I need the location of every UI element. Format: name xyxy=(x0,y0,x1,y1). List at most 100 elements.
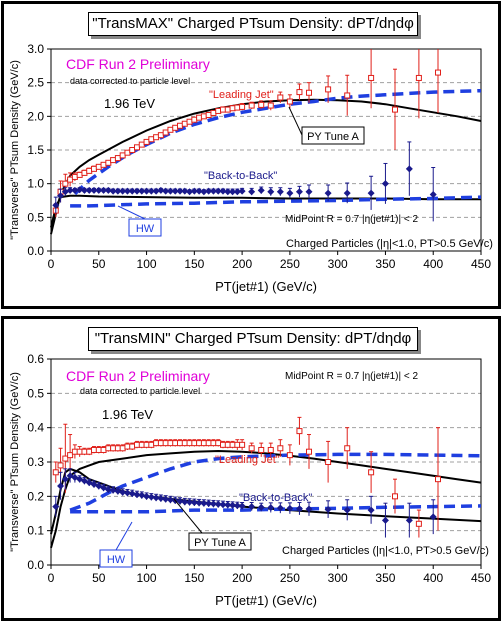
transmax-leadingjet-point xyxy=(95,163,102,170)
transmax-backtoback-point xyxy=(238,187,246,195)
transmin-backtoback-point xyxy=(286,504,294,512)
transmax-leadingjet-point xyxy=(191,116,198,123)
transmax-leadingjet-point xyxy=(110,157,117,164)
transmax-backtoback-point xyxy=(80,186,88,194)
transmin-leadingjet-point xyxy=(210,440,217,447)
transmin-leadingjet-point xyxy=(162,440,169,447)
transmin-leadingjet-point xyxy=(110,445,117,452)
transmin-backtoback-point xyxy=(61,475,69,483)
transmax-xtick-label: 50 xyxy=(92,257,106,271)
transmin-leadingjet-point xyxy=(129,443,136,450)
transmax-backtoback-point xyxy=(157,186,165,194)
transmax-hw-label-box xyxy=(128,218,162,237)
transmin-backtoback-point xyxy=(76,475,84,483)
transmin-leadingjet-point xyxy=(86,448,93,455)
transmin-backtoback-point xyxy=(104,485,112,493)
transmin-leadingjet-point xyxy=(325,459,332,465)
transmin-curve-hw xyxy=(69,452,482,512)
transmax-leadingjet-point xyxy=(277,94,284,101)
transmax-hw-label-arrow xyxy=(117,205,146,220)
transmin-backtoback-point xyxy=(152,494,160,502)
transmax-leadingjet-point xyxy=(258,101,265,108)
transmin-backtoback-point xyxy=(238,502,246,510)
transmin-leadingjet-point xyxy=(57,462,64,469)
transmin-curve-hw xyxy=(70,504,482,514)
transmax-backtoback-point xyxy=(190,187,198,195)
transmax-xtick-label: 200 xyxy=(232,257,252,271)
transmin-backtoback-point xyxy=(367,506,375,514)
transmin-leadingjet-point xyxy=(344,445,351,452)
transmax-leadingjet-point xyxy=(153,134,160,141)
transmax-leadingjet-point xyxy=(186,118,193,125)
transmax-leadingjet-point xyxy=(129,147,136,153)
transmax-xtick-label: 150 xyxy=(184,257,204,271)
transmax-ytick-label: 1.0 xyxy=(27,177,44,191)
transmin-leadingjet-point xyxy=(435,476,441,483)
transmax-backtoback-point xyxy=(367,189,375,197)
transmin-leadingjet-point xyxy=(205,440,212,447)
transmax-leadingjet-point xyxy=(248,102,255,109)
transmax-annot-run: CDF Run 2 Preliminary xyxy=(66,56,210,72)
transmax-xtick-label: 0 xyxy=(48,257,55,271)
transmax-backtoback-point xyxy=(119,187,127,195)
transmin-ytick-label: 0.4 xyxy=(27,421,44,435)
transmin-backtoback-point xyxy=(57,482,65,490)
transmax-xtick-label: 400 xyxy=(423,257,443,271)
transmin-backtoback-point xyxy=(229,501,237,509)
transmax-annot-mp: MidPoint R = 0.7 |η(jet#1)| < 2 xyxy=(285,214,418,225)
transmin-leadingjet-point xyxy=(91,446,97,453)
transmin-x-axis-label: PT(jet#1) (GeV/c) xyxy=(215,593,317,608)
transmax-leadingjet-point xyxy=(325,86,332,93)
transmax-leadingjet-point xyxy=(229,105,236,112)
transmin-xtick-label: 200 xyxy=(232,571,252,585)
transmin-xtick-label: 50 xyxy=(92,571,106,585)
transmax-backtoback-point xyxy=(295,188,303,196)
transmax-curve-hw xyxy=(70,195,482,208)
transmin-pythia-label: PY Tune A xyxy=(194,537,246,549)
transmax-backtoback-point xyxy=(286,189,294,197)
transmax-backtoback-point xyxy=(214,187,222,195)
transmax-backtoback-point xyxy=(324,189,332,197)
transmin-backtoback-point xyxy=(224,501,232,509)
transmin-leadingjet-point xyxy=(286,452,293,459)
transmin-leadingjet-point xyxy=(248,445,255,452)
transmin-y-axis-label: "Transverse" PTsum Density (GeV/c) xyxy=(9,372,21,552)
transmin-leadingjet-point xyxy=(114,445,121,452)
transmin-pythia-label-box xyxy=(188,532,252,551)
transmin-leadingjet-point xyxy=(181,440,188,447)
transmin-backtoback-point xyxy=(143,492,151,500)
transmin-backtoback-point xyxy=(181,498,189,506)
transmax-backtoback-point xyxy=(305,188,313,196)
transmin-backtoback-point xyxy=(186,498,194,506)
transmax-backtoback-point xyxy=(186,188,194,196)
transmin-backtoback-point xyxy=(324,505,332,513)
transmin-backtoback-point xyxy=(405,516,413,524)
transmin-leadingjet-point xyxy=(267,446,274,453)
transmax-leadingjet-point xyxy=(220,106,226,113)
transmin-backtoback-point xyxy=(205,500,213,508)
transmin-backtoback-point xyxy=(109,486,117,494)
transmax-leadingjet-point xyxy=(100,161,107,168)
transmax-chart-panel: "TransMAX" Charged PTsum Density: dPT/dη… xyxy=(1,1,501,309)
transmax-leadingjet-point xyxy=(435,69,441,76)
transmax-leadingjet-point xyxy=(124,149,131,156)
transmax-xtick-label: 350 xyxy=(375,257,395,271)
transmin-hw-label-arrow xyxy=(115,521,133,551)
transmin-ytick-label: 0.5 xyxy=(27,386,44,400)
transmax-leadingjet-point xyxy=(91,165,97,172)
transmin-ytick-label: 0.3 xyxy=(27,455,44,469)
transmin-backtoback-point xyxy=(138,491,146,499)
transmin-ytick-label: 0.2 xyxy=(27,489,44,503)
transmin-leadingjet-point xyxy=(62,455,69,462)
transmax-leadingjet-point xyxy=(344,92,351,99)
transmin-leadingjet-point xyxy=(234,441,241,448)
transmin-leadingjet-point xyxy=(67,452,74,459)
transmax-backtoback-point xyxy=(123,187,131,195)
transmin-leadingjet-point xyxy=(258,446,265,453)
transmin-leadingjet-point xyxy=(105,445,112,452)
transmax-leadingjet-point xyxy=(81,169,88,176)
transmax-backtoback-point xyxy=(200,188,208,196)
transmax-hw-label: HW xyxy=(136,223,155,235)
transmax-backtoback-point xyxy=(205,187,213,195)
transmin-backtoback-point xyxy=(162,495,170,503)
